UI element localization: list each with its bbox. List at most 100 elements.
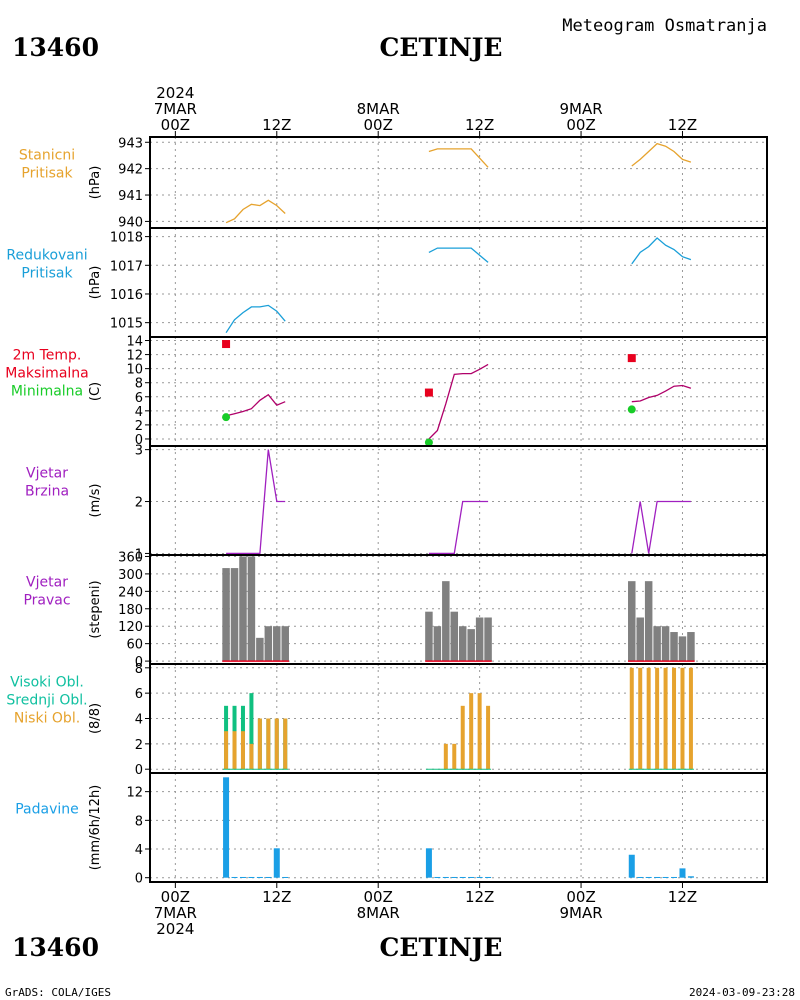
top-time-label: 8MAR	[357, 100, 400, 118]
y-tick-label: 3	[135, 444, 143, 459]
precipitation-bar	[239, 876, 246, 878]
y-tick-label: 6	[135, 391, 143, 406]
bottom-time-label: 00Z	[364, 888, 393, 906]
series-line	[428, 247, 489, 263]
y-axis-label: (8/8)	[88, 703, 103, 734]
y-axis-label: (C)	[88, 382, 103, 401]
top-time-label: 9MAR	[559, 100, 602, 118]
panel-pravac: 0 60 120 180 240 300 360 (stepeni) Vjetar Pravac	[23, 550, 768, 670]
panel-padavine: 0 4 8 12 (mm/6h/12h) Padavine	[15, 772, 768, 887]
bottom-time-label: 2024	[156, 920, 194, 938]
top-time-label: 12Z	[465, 116, 494, 134]
min-temp-marker	[222, 413, 231, 422]
series-line	[631, 142, 692, 167]
bottom-time-label: 00Z	[566, 888, 595, 906]
grads-credit: GrADS: COLA/IGES	[5, 986, 111, 999]
precipitation-bar	[223, 777, 230, 878]
top-time-label: 00Z	[566, 116, 595, 134]
precipitation-bar	[679, 868, 686, 878]
wind-direction-bar	[425, 611, 433, 662]
precipitation-bar	[265, 876, 272, 878]
low-cloud-bar	[469, 693, 474, 770]
bottom-time-label: 12Z	[465, 888, 494, 906]
precipitation-bar	[459, 876, 466, 878]
wind-direction-bar	[222, 568, 230, 662]
panel-redukovani: 1015 1016 1017 1018 (hPa)Redukovani Pritisak	[6, 227, 768, 338]
y-tick-label: 4	[135, 405, 143, 420]
y-tick-label: 1	[135, 547, 143, 562]
panel-label: Srednji Obl.	[6, 693, 87, 709]
wind-direction-bar	[644, 581, 653, 662]
precipitation-bar	[282, 876, 289, 878]
wind-direction-bar	[653, 626, 661, 662]
low-cloud-bar	[663, 667, 668, 770]
y-tick-label: 2	[135, 738, 143, 753]
panel-label: 2m Temp.	[13, 348, 82, 364]
low-cloud-bar	[232, 731, 237, 770]
precipitation-bar	[662, 876, 669, 878]
top-time-label: 12Z	[668, 116, 697, 134]
y-tick-label: 300	[118, 568, 143, 583]
bottom-time-label: 12Z	[262, 888, 291, 906]
bottom-time-label: 7MAR	[154, 904, 197, 922]
low-cloud-bar	[638, 667, 643, 770]
station-name-top: CETINJE	[380, 33, 503, 62]
low-cloud-bar	[688, 667, 693, 770]
precipitation-bar	[654, 876, 661, 878]
wind-direction-bar	[433, 626, 442, 662]
y-tick-label: 180	[118, 603, 143, 618]
bottom-time-label: 9MAR	[559, 904, 602, 922]
wind-direction-bar	[628, 581, 636, 662]
y-tick-label: 0	[135, 872, 143, 887]
y-tick-label: 1016	[110, 288, 143, 303]
low-cloud-bar	[655, 667, 660, 770]
y-tick-label: 6	[135, 687, 143, 702]
y-tick-label: 10	[126, 363, 143, 378]
y-axis-label: (mm/6h/12h)	[88, 785, 103, 871]
y-tick-label: 12	[126, 349, 143, 364]
y-tick-label: 0	[135, 655, 143, 670]
low-cloud-bar	[443, 743, 448, 770]
min-temp-marker	[627, 405, 636, 414]
wind-direction-bar	[230, 568, 239, 662]
wind-direction-bar	[661, 626, 670, 662]
precipitation-bar	[628, 854, 635, 878]
precipitation-bar	[442, 876, 449, 878]
y-tick-label: 2	[135, 419, 143, 434]
low-cloud-bar	[486, 705, 491, 770]
panel-oblaci: 0 2 4 6 8 (8/8) Visoki Obl. Srednji Obl. Niski O…	[6, 662, 768, 778]
y-tick-label: 0	[135, 433, 143, 448]
low-cloud-bar	[646, 667, 651, 770]
series-line	[225, 199, 286, 224]
wind-direction-bar	[670, 632, 678, 662]
wind-direction-bar	[256, 637, 264, 662]
y-tick-label: 1018	[110, 231, 143, 246]
low-cloud-bar	[266, 718, 271, 770]
low-cloud-bar	[249, 743, 254, 770]
y-tick-label: 14	[126, 335, 143, 350]
top-time-label: 2024	[156, 84, 194, 102]
series-line	[226, 449, 286, 555]
precipitation-bar	[273, 848, 280, 878]
low-cloud-bar	[629, 667, 634, 770]
wind-direction-bar	[442, 581, 450, 662]
wind-direction-bar	[281, 626, 289, 662]
precipitation-bar	[256, 876, 263, 878]
station-name-bottom: CETINJE	[380, 933, 503, 962]
top-time-label: 00Z	[364, 116, 393, 134]
y-tick-label: 0	[135, 763, 143, 778]
series-line	[631, 384, 692, 403]
precipitation-bar	[248, 876, 255, 878]
precipitation-bar	[637, 876, 644, 878]
wind-direction-bar	[678, 636, 687, 662]
plot-timestamp: 2024-03-09-23:28	[689, 986, 795, 999]
wind-direction-bar	[264, 626, 273, 662]
low-cloud-bar	[452, 743, 457, 770]
station-id-top: 13460	[12, 33, 99, 62]
low-cloud-bar	[257, 718, 262, 770]
y-tick-label: 12	[126, 786, 143, 801]
low-cloud-bar	[274, 718, 279, 770]
panel-label: Brzina	[25, 484, 69, 500]
precipitation-bar	[476, 876, 483, 878]
y-axis-label: (stepeni)	[88, 580, 103, 638]
